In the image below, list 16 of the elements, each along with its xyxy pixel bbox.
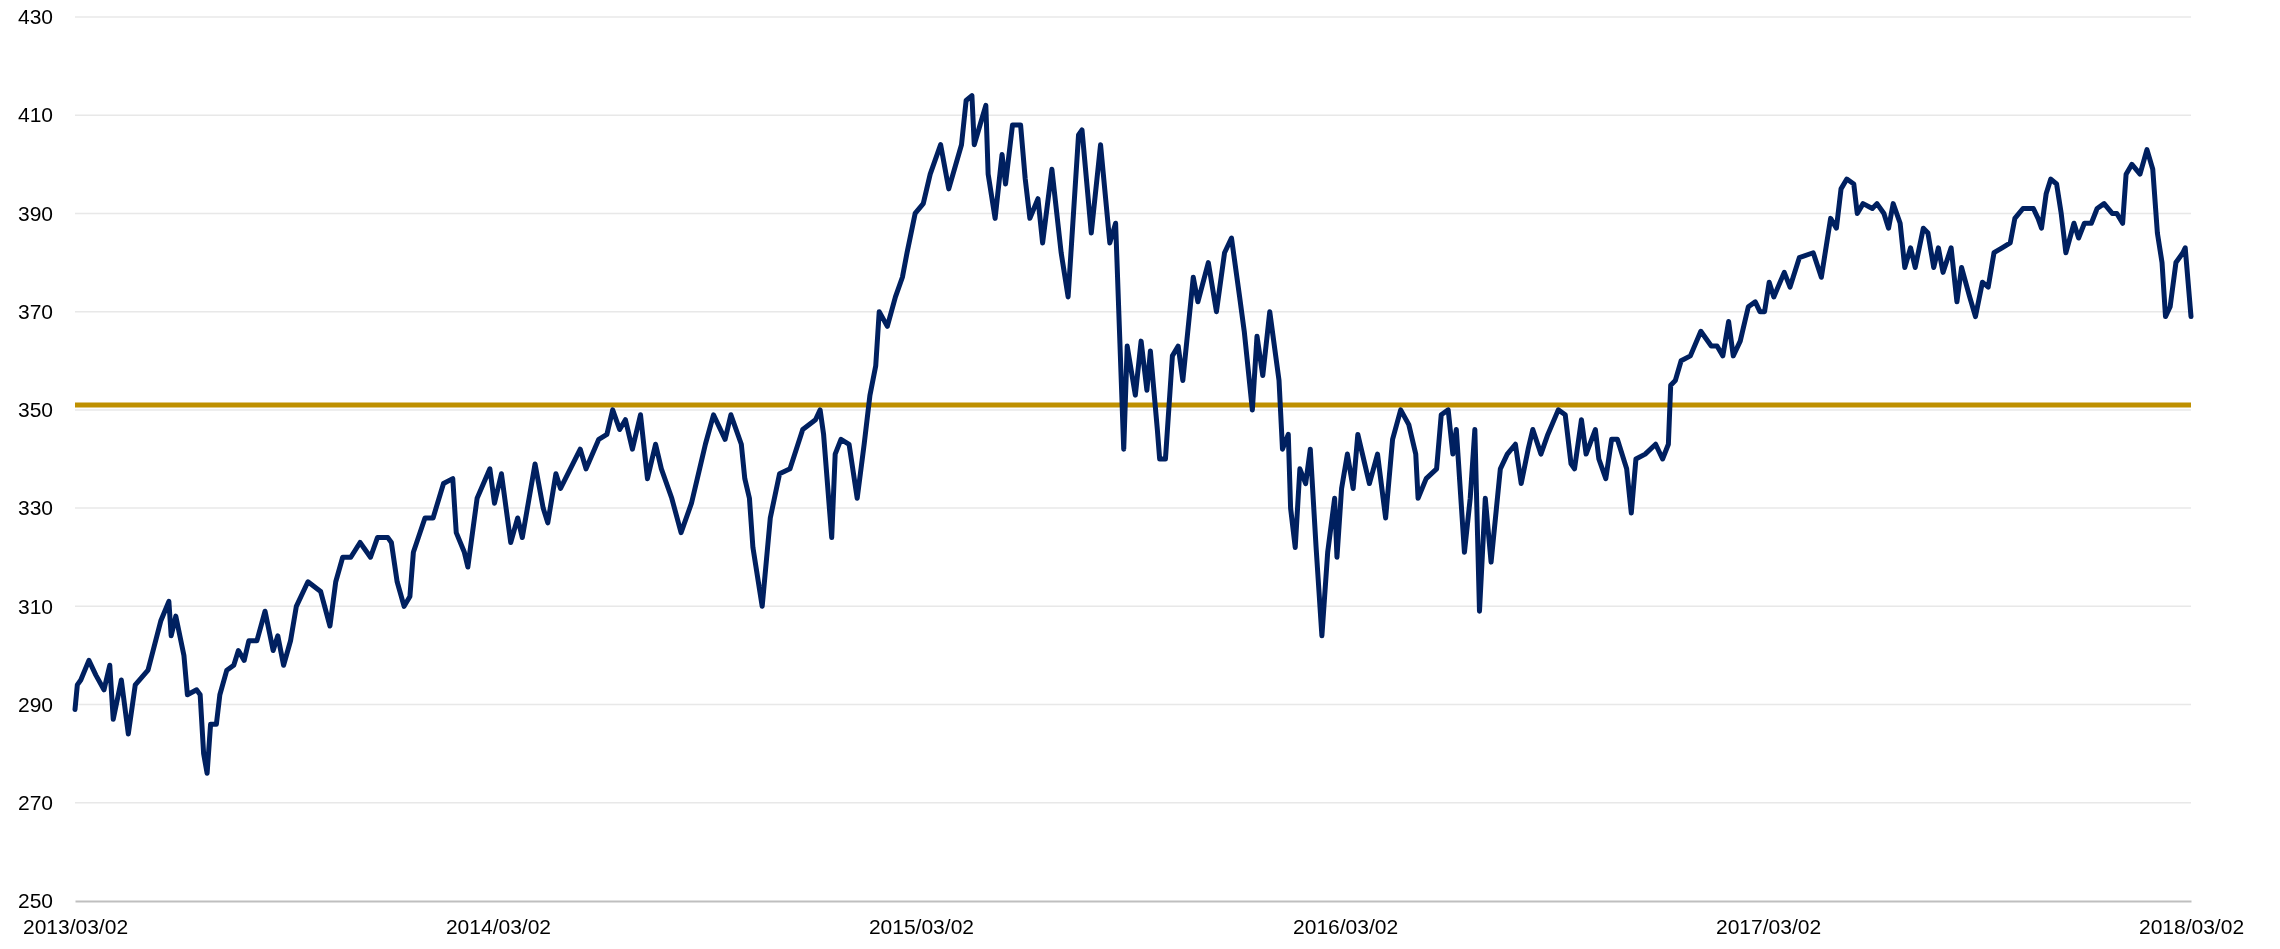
y-tick-label: 370: [17, 299, 53, 323]
y-tick-label: 250: [17, 889, 53, 913]
y-tick-label: 330: [17, 496, 53, 520]
x-tick-label: 2013/03/02: [22, 914, 129, 938]
x-tick-label: 2017/03/02: [1715, 914, 1822, 938]
x-tick-label: 2015/03/02: [868, 914, 974, 938]
y-tick-label: 410: [17, 103, 53, 127]
x-tick-label: 2018/03/02: [2138, 914, 2245, 938]
y-tick-label: 390: [17, 201, 53, 225]
y-tick-label: 430: [17, 5, 53, 29]
x-tick-label: 2016/03/02: [1293, 914, 1399, 938]
y-tick-label: 350: [17, 398, 53, 422]
y-tick-label: 310: [17, 594, 53, 618]
x-tick-label: 2014/03/02: [445, 914, 552, 938]
y-tick-label: 290: [17, 692, 53, 716]
y-tick-label: 270: [17, 791, 53, 814]
